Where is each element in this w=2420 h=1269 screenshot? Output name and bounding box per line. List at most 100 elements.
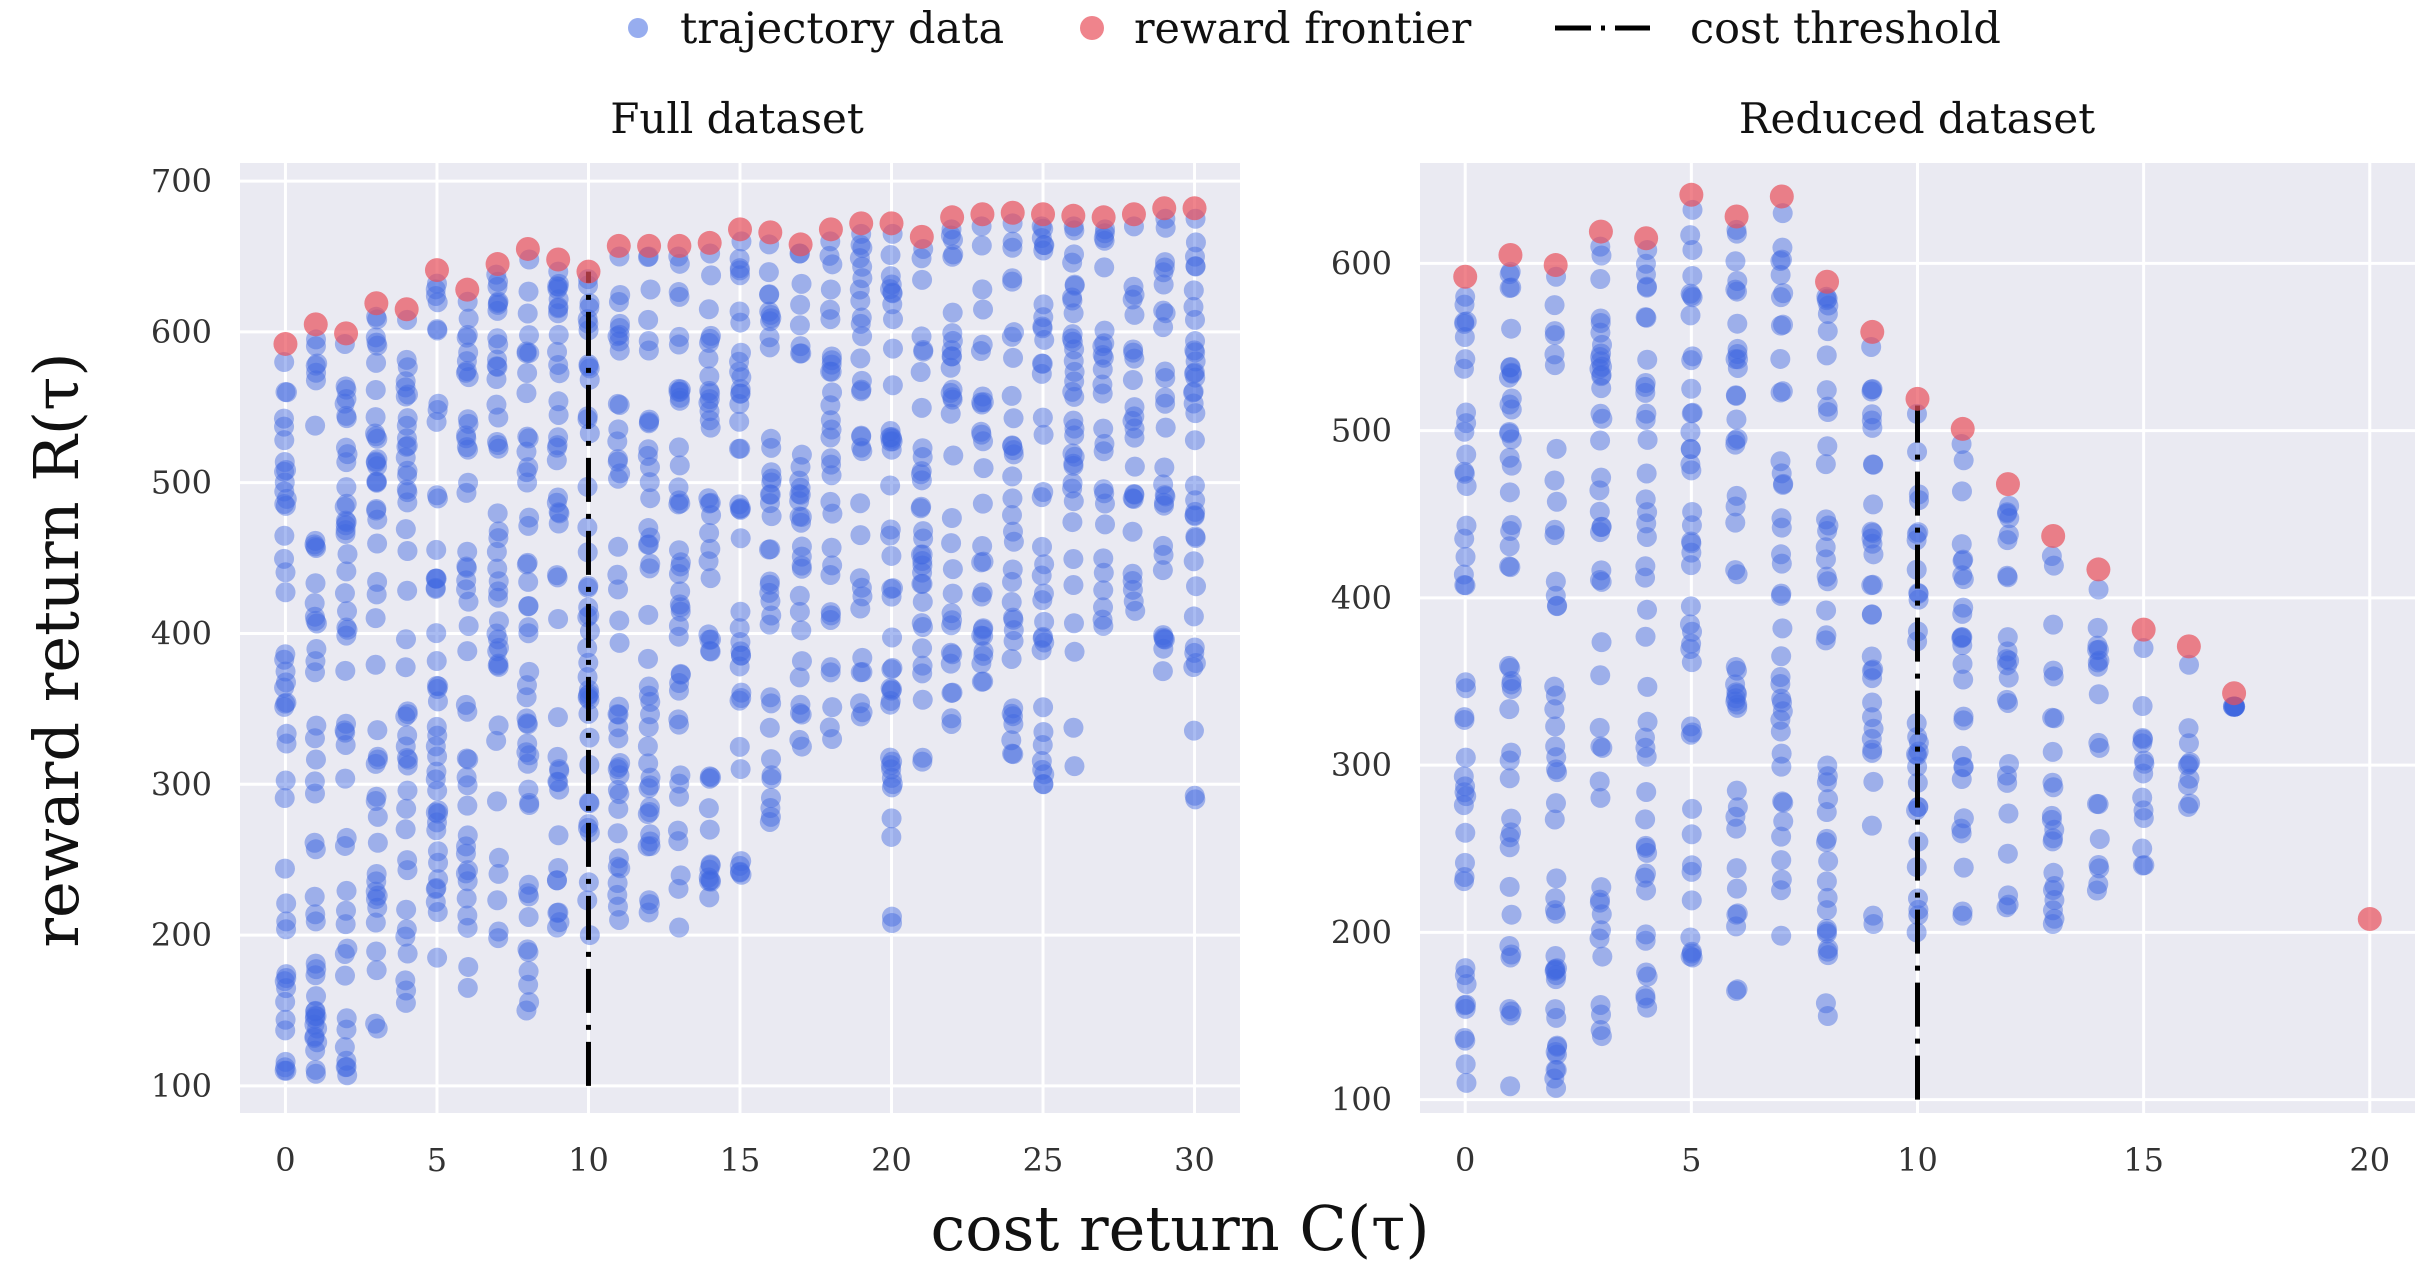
trajectory-point (1499, 837, 1520, 858)
trajectory-point (1770, 315, 1791, 336)
trajectory-point (882, 338, 903, 359)
trajectory-point (1997, 503, 2018, 524)
trajectory-point (1183, 280, 1204, 301)
trajectory-point (759, 337, 780, 358)
trajectory-point (306, 1006, 327, 1027)
trajectory-point (1952, 905, 1973, 926)
trajectory-point (699, 768, 720, 789)
trajectory-point (1815, 454, 1836, 475)
trajectory-point (1590, 403, 1611, 424)
trajectory-point (1500, 261, 1521, 282)
trajectory-point (1727, 697, 1748, 718)
trajectory-point (638, 685, 659, 706)
trajectory-point (1681, 855, 1702, 876)
trajectory-point (699, 871, 720, 892)
trajectory-point (1951, 769, 1972, 790)
trajectory-point (1125, 600, 1146, 621)
trajectory-point (941, 682, 962, 703)
trajectory-point (307, 1032, 328, 1053)
trajectory-point (1003, 609, 1024, 630)
trajectory-point (731, 682, 752, 703)
trajectory-point (790, 484, 811, 505)
trajectory-point (518, 617, 539, 638)
trajectory-point (1092, 374, 1113, 395)
trajectory-point (548, 298, 569, 319)
trajectory-point (335, 914, 356, 935)
trajectory-point (336, 493, 357, 514)
trajectory-point (700, 870, 721, 891)
trajectory-point (1002, 466, 1023, 487)
trajectory-point (852, 237, 873, 258)
trajectory-point (1771, 646, 1792, 667)
trajectory-point (698, 798, 719, 819)
trajectory-point (700, 383, 721, 404)
trajectory-point (670, 597, 691, 618)
trajectory-point (456, 428, 477, 449)
trajectory-point (913, 521, 934, 542)
trajectory-point (519, 992, 540, 1013)
trajectory-point (1546, 747, 1567, 768)
trajectory-point (971, 586, 992, 607)
trajectory-point (791, 704, 812, 725)
trajectory-point (1592, 737, 1613, 758)
trajectory-point (517, 303, 538, 324)
trajectory-point (941, 340, 962, 361)
trajectory-point (819, 717, 840, 738)
trajectory-point (760, 304, 781, 325)
trajectory-point (1635, 253, 1656, 274)
trajectory-point (1063, 303, 1084, 324)
trajectory-point (1771, 249, 1792, 270)
trajectory-point (668, 378, 689, 399)
trajectory-point (2044, 876, 2065, 897)
trajectory-point (1063, 350, 1084, 371)
trajectory-point (1033, 722, 1054, 743)
trajectory-point (2043, 828, 2064, 849)
trajectory-point (731, 864, 752, 885)
trajectory-point (1772, 474, 1793, 495)
trajectory-point (2088, 854, 2109, 875)
trajectory-point (1500, 557, 1521, 578)
trajectory-point (1591, 467, 1612, 488)
trajectory-point (1031, 487, 1052, 508)
trajectory-point (1998, 692, 2019, 713)
trajectory-point (1185, 331, 1206, 352)
x-tick-label: 10 (1897, 1141, 1938, 1179)
trajectory-point (275, 770, 296, 791)
trajectory-point (488, 611, 509, 632)
trajectory-point (610, 284, 631, 305)
trajectory-point (275, 1009, 296, 1030)
trajectory-point (1863, 494, 1884, 515)
trajectory-point (427, 319, 448, 340)
trajectory-point (488, 637, 509, 658)
trajectory-point (1064, 418, 1085, 439)
trajectory-point (1001, 730, 1022, 751)
trajectory-point (305, 573, 326, 594)
trajectory-point (1454, 528, 1475, 549)
trajectory-point (1122, 571, 1143, 592)
trajectory-point (1907, 441, 1928, 462)
trajectory-point (1952, 653, 1973, 674)
trajectory-point (1184, 309, 1205, 330)
trajectory-point (1591, 571, 1612, 592)
trajectory-point (729, 301, 750, 322)
trajectory-point (367, 428, 388, 449)
trajectory-point (306, 959, 327, 980)
trajectory-point (1818, 789, 1839, 810)
trajectory-point (639, 558, 660, 579)
trajectory-point (1772, 237, 1793, 258)
trajectory-point (1771, 583, 1792, 604)
trajectory-point (1997, 772, 2018, 793)
trajectory-point (1635, 567, 1656, 588)
trajectory-point (2043, 666, 2064, 687)
trajectory-point (850, 706, 871, 727)
trajectory-point (367, 746, 388, 767)
x-tick-label: 5 (1681, 1141, 1701, 1179)
trajectory-point (607, 759, 628, 780)
trajectory-point (851, 370, 872, 391)
trajectory-point (940, 653, 961, 674)
trajectory-point (1094, 433, 1115, 454)
trajectory-point (1153, 317, 1174, 338)
trajectory-point (1152, 661, 1173, 682)
trajectory-point (276, 692, 297, 713)
trajectory-point (305, 530, 326, 551)
